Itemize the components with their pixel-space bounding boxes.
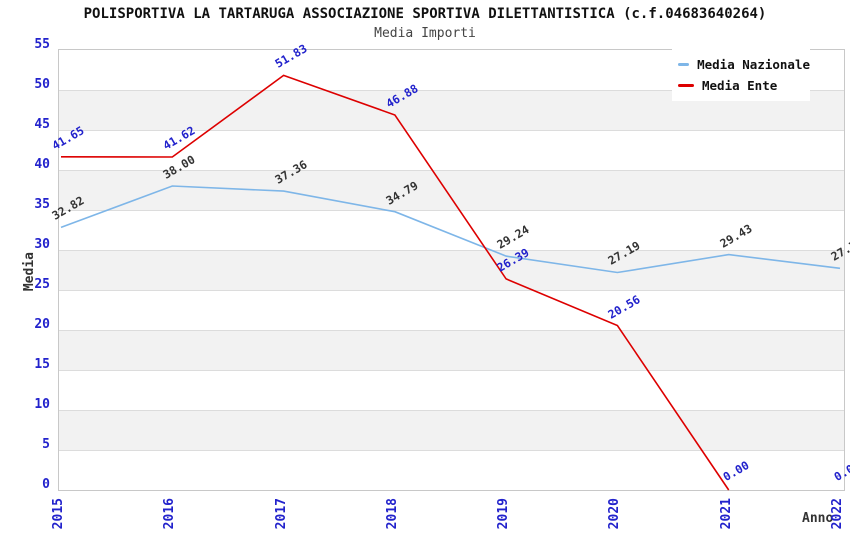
x-axis-title: Anno xyxy=(802,511,834,526)
x-tick-label: 2017 xyxy=(273,498,289,530)
x-tick-label: 2018 xyxy=(384,498,400,530)
y-tick-label: 45 xyxy=(34,117,50,132)
gridline xyxy=(59,290,844,291)
x-tick-label: 2019 xyxy=(496,498,512,530)
gridline xyxy=(59,170,844,171)
gridline xyxy=(59,130,844,131)
y-tick-label: 20 xyxy=(34,317,50,332)
plot-band xyxy=(59,410,844,450)
plot-band xyxy=(59,170,844,210)
legend-swatch-ente-icon xyxy=(678,83,694,87)
y-tick-label: 30 xyxy=(34,237,50,252)
chart-title: POLISPORTIVA LA TARTARUGA ASSOCIAZIONE S… xyxy=(83,6,767,22)
gridline xyxy=(59,410,844,411)
plot-band xyxy=(59,210,844,250)
series-line-media-ente xyxy=(60,74,730,491)
x-tick-label: 2020 xyxy=(607,498,623,530)
chart-subtitle: Media Importi xyxy=(374,26,476,41)
y-tick-label: 5 xyxy=(42,437,50,452)
plot-band xyxy=(59,450,844,490)
y-tick-label: 40 xyxy=(34,157,50,172)
gridline xyxy=(59,370,844,371)
y-tick-label: 25 xyxy=(34,277,50,292)
gridline xyxy=(59,210,844,211)
y-tick-label: 15 xyxy=(34,357,50,372)
gridline xyxy=(59,250,844,251)
legend-label: Media Ente xyxy=(702,77,778,93)
legend-label: Media Nazionale xyxy=(697,56,810,72)
y-tick-label: 55 xyxy=(34,37,50,52)
x-tick-label: 2022 xyxy=(830,498,845,530)
plot-band xyxy=(59,290,844,330)
plot-band xyxy=(59,130,844,170)
plot-band xyxy=(59,330,844,370)
plot-band xyxy=(59,370,844,410)
x-tick-label: 2015 xyxy=(51,498,66,530)
legend: Media Nazionale Media Ente xyxy=(672,48,810,101)
y-tick-label: 35 xyxy=(34,197,50,212)
gridline xyxy=(59,450,844,451)
y-tick-label: 50 xyxy=(34,77,50,92)
legend-item-media-ente[interactable]: Media Ente xyxy=(678,78,810,93)
plot-area xyxy=(58,49,845,491)
y-tick-label: 0 xyxy=(42,477,50,492)
legend-item-media-nazionale[interactable]: Media Nazionale xyxy=(678,57,810,72)
series-lines xyxy=(60,74,841,491)
x-tick-label: 2021 xyxy=(718,498,734,530)
gridline xyxy=(59,90,844,91)
x-tick-label: 2016 xyxy=(162,498,178,530)
legend-swatch-nazionale-icon xyxy=(678,62,690,66)
gridline xyxy=(59,330,844,331)
series-line-media-nazionale xyxy=(60,185,841,274)
y-tick-label: 10 xyxy=(34,397,50,412)
